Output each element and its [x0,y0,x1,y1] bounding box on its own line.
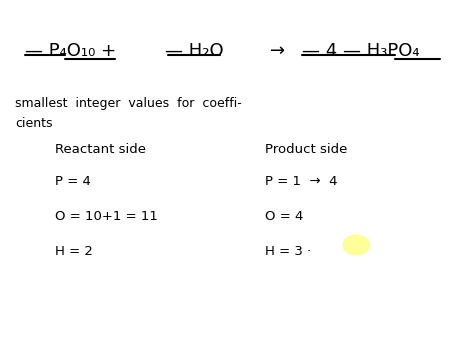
Text: P = 1  →  4: P = 1 → 4 [265,175,337,188]
Text: →: → [270,42,285,60]
Text: O = 4: O = 4 [265,210,303,223]
Text: Reactant side: Reactant side [55,143,146,156]
Text: — P₄O₁₀ +: — P₄O₁₀ + [25,42,116,60]
Text: — 4 — H₃PO₄: — 4 — H₃PO₄ [302,42,419,60]
Text: Product side: Product side [265,143,347,156]
Text: H = 3 ·: H = 3 · [265,245,311,258]
Text: — H₂O: — H₂O [165,42,224,60]
Text: smallest  integer  values  for  coeffi-: smallest integer values for coeffi- [15,97,242,110]
Ellipse shape [343,235,369,255]
Text: H = 2: H = 2 [55,245,93,258]
Text: cients: cients [15,117,53,130]
Text: O = 10+1 = 11: O = 10+1 = 11 [55,210,158,223]
Text: P = 4: P = 4 [55,175,91,188]
